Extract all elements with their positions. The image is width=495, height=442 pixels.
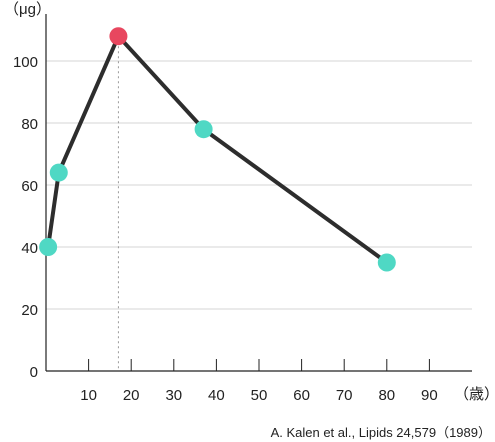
x-tick-label-40: 40 xyxy=(208,387,225,404)
y-tick-label-100: 100 xyxy=(13,54,38,71)
x-axis-unit-label: （歳） xyxy=(454,386,495,403)
y-tick-label-60: 60 xyxy=(21,178,38,195)
y-axis-unit-label: （μg） xyxy=(4,1,51,18)
data-points xyxy=(39,27,396,272)
grid-lines xyxy=(46,60,472,310)
y-tick-label-0: 0 xyxy=(30,364,38,381)
data-point-4 xyxy=(194,120,213,139)
y-tick-label-20: 20 xyxy=(21,302,38,319)
x-tick-label-50: 50 xyxy=(251,387,268,404)
data-point-1 xyxy=(39,238,58,256)
data-point-2 xyxy=(49,163,68,182)
y-tick-label-40: 40 xyxy=(21,240,38,257)
x-tick-label-70: 70 xyxy=(336,387,353,404)
peak-data-point xyxy=(109,27,128,46)
x-tick-label-60: 60 xyxy=(293,387,310,404)
tick-labels: 10 20 30 40 50 60 70 80 90 0 20 40 60 80 100 xyxy=(13,54,438,404)
x-tick-label-10: 10 xyxy=(80,387,97,404)
x-tick-label-30: 30 xyxy=(165,387,182,404)
x-tick-label-20: 20 xyxy=(123,387,140,404)
x-tick-label-80: 80 xyxy=(378,387,395,404)
x-tick-label-90: 90 xyxy=(421,387,438,404)
data-point-5 xyxy=(377,253,396,272)
series-line xyxy=(46,34,389,265)
source-note: A. Kalen et al., Lipids 24,579（1989） xyxy=(271,425,491,440)
axes xyxy=(45,14,472,372)
y-tick-label-80: 80 xyxy=(21,116,38,133)
